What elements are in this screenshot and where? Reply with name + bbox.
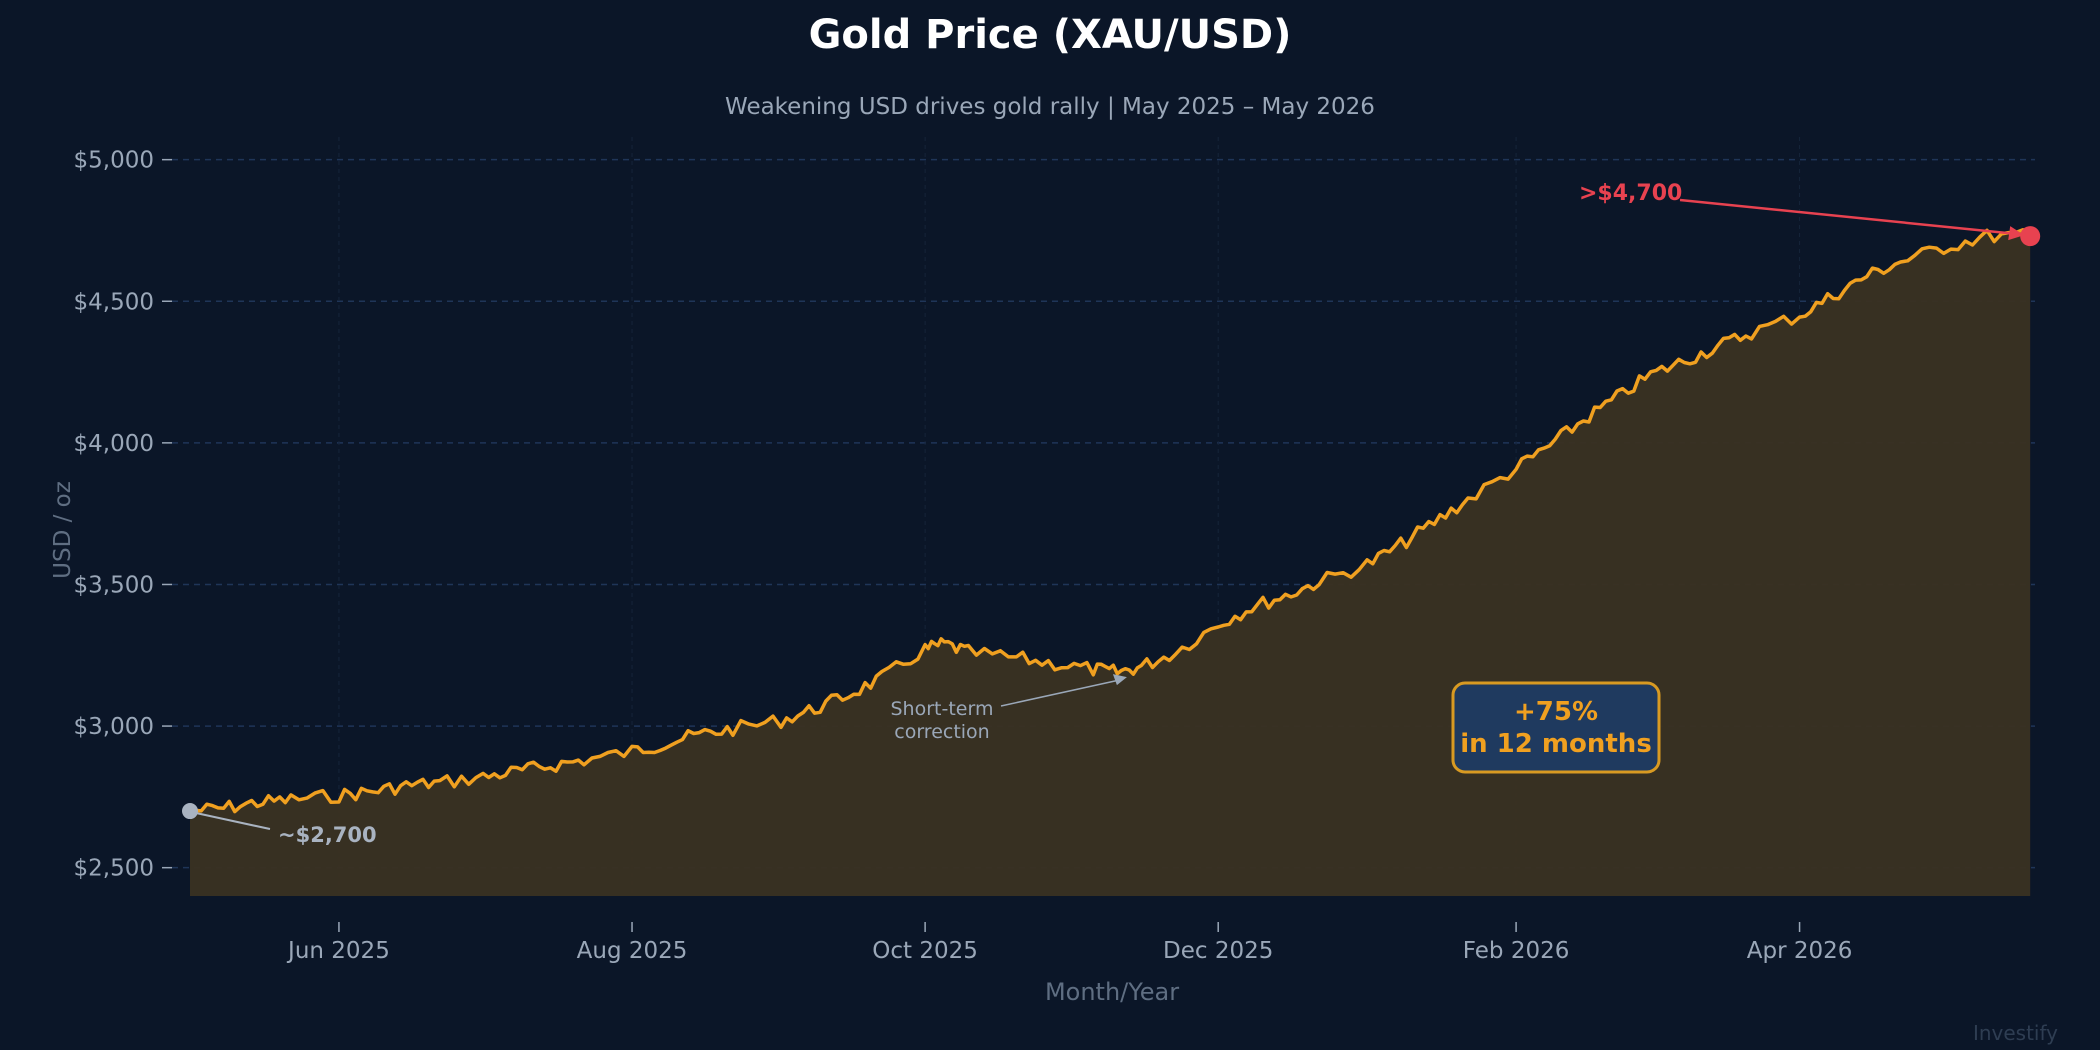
y-tick-label: $3,500 [74, 572, 154, 598]
y-tick-label: $5,000 [74, 148, 154, 174]
correction-label-line1: Short-term [891, 698, 994, 720]
tick-layer: $2,500 $3,000 $3,500 $4,000 $4,500 $5,000 Jun … [74, 148, 1853, 964]
annotation-layer: ~$2,700 >$4,700 Short-term correction +7… [182, 181, 2041, 847]
end-annotation-arrow [1679, 198, 2019, 236]
correction-arrowhead [1112, 674, 1127, 686]
x-tick-label: Jun 2025 [286, 938, 390, 964]
start-annotation-arrow [195, 812, 271, 831]
start-price-label: ~$2,700 [278, 823, 377, 847]
correction-annotation-arrow [1000, 679, 1120, 707]
x-tick-label: Apr 2026 [1747, 938, 1853, 964]
watermark: Investify [1973, 1021, 2058, 1045]
line-layer [189, 228, 2032, 814]
callout-line1: +75% [1514, 697, 1598, 727]
y-tick-label: $3,000 [74, 714, 154, 740]
y-tick-label: $4,000 [74, 431, 154, 457]
end-point-marker [2020, 226, 2041, 247]
chart-title: Gold Price (XAU/USD) [809, 12, 1292, 58]
x-axis-label: Month/Year [1045, 978, 1179, 1006]
chart-subtitle: Weakening USD drives gold rally | May 20… [725, 94, 1375, 120]
end-arrowhead [2008, 226, 2025, 241]
correction-label-line2: correction [894, 721, 989, 743]
x-tick-label: Oct 2025 [872, 938, 978, 964]
y-tick-label: $2,500 [74, 856, 154, 882]
price-line [189, 228, 2032, 814]
start-point-marker [182, 803, 198, 820]
callout-line2: in 12 months [1460, 729, 1652, 759]
price-area-fill [190, 229, 2031, 897]
x-tick-label: Aug 2025 [577, 938, 688, 964]
end-price-label: >$4,700 [1579, 181, 1682, 206]
x-tick-label: Feb 2026 [1463, 938, 1570, 964]
area-layer [190, 229, 2031, 897]
callout-box [1451, 681, 1661, 774]
y-tick-label: $4,500 [74, 289, 154, 315]
x-tick-label: Dec 2025 [1163, 938, 1273, 964]
y-axis-label: USD / oz [50, 481, 76, 579]
